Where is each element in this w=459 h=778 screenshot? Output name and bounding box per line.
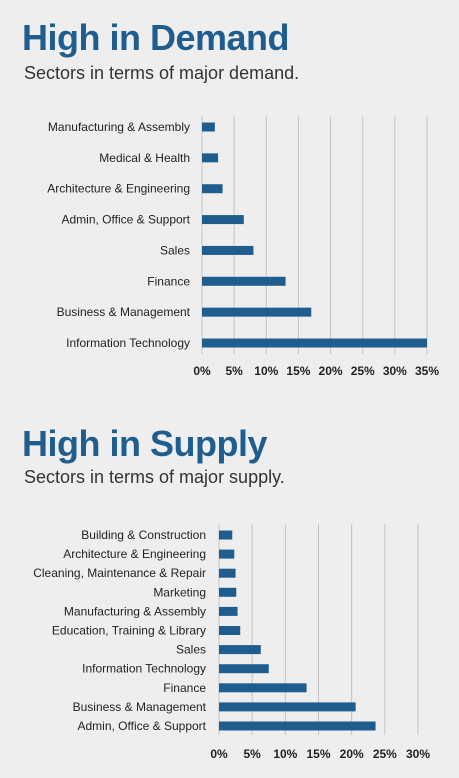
- x-tick-label: 20%: [340, 747, 364, 761]
- bar: [202, 276, 286, 286]
- category-label: Architecture & Engineering: [63, 547, 206, 561]
- category-label: Business & Management: [73, 700, 207, 714]
- bar: [202, 122, 215, 132]
- category-label: Admin, Office & Support: [77, 719, 206, 733]
- category-label: Manufacturing & Assembly: [48, 120, 190, 134]
- x-tick-label: 15%: [286, 364, 310, 378]
- bar: [202, 245, 254, 255]
- bar: [219, 645, 261, 655]
- x-tick-label: 25%: [351, 364, 375, 378]
- x-tick-label: 30%: [406, 747, 430, 761]
- demand-title: High in Demand: [22, 17, 290, 58]
- bar: [219, 664, 269, 674]
- category-label: Business & Management: [57, 305, 191, 319]
- bar: [219, 683, 307, 693]
- bar: [219, 626, 241, 635]
- category-label: Building & Construction: [81, 528, 206, 542]
- demand-subtitle: Sectors in terms of major demand.: [24, 63, 300, 83]
- category-label: Architecture & Engineering: [47, 182, 190, 196]
- x-tick-label: 5%: [225, 364, 243, 378]
- category-label: Manufacturing & Assembly: [64, 604, 206, 618]
- category-label: Sales: [176, 643, 206, 657]
- category-label: Admin, Office & Support: [61, 213, 190, 227]
- bar: [219, 530, 233, 540]
- bar: [219, 606, 238, 616]
- bar: [202, 338, 427, 348]
- supply-subtitle: Sectors in terms of major supply.: [24, 467, 285, 487]
- category-label: Marketing: [153, 585, 206, 599]
- bar: [219, 549, 235, 559]
- supply-chart: 0% 5% 10% 15% 20% 25% 30% Building & Constructi…: [33, 524, 430, 761]
- x-tick-label: 5%: [243, 747, 261, 761]
- x-tick-label: 10%: [273, 747, 297, 761]
- category-label: Finance: [163, 681, 206, 695]
- category-label: Sales: [160, 243, 190, 257]
- category-label: Information Technology: [82, 662, 206, 676]
- x-tick-label: 10%: [254, 364, 278, 378]
- bar: [219, 721, 376, 731]
- supply-section: 0% 5% 10% 15% 20% 25% 30% Building & Constructi…: [0, 418, 459, 778]
- bar: [202, 153, 219, 163]
- x-tick-label: 0%: [193, 364, 211, 378]
- x-tick-label: 30%: [383, 364, 407, 378]
- category-label: Information Technology: [66, 336, 190, 350]
- x-tick-label: 35%: [415, 364, 439, 378]
- bar: [219, 568, 236, 578]
- bar: [202, 184, 223, 194]
- bar: [202, 215, 244, 225]
- category-label: Medical & Health: [99, 151, 190, 165]
- x-tick-label: 20%: [319, 364, 343, 378]
- bar: [219, 587, 237, 597]
- category-label: Cleaning, Maintenance & Repair: [33, 566, 206, 580]
- supply-title: High in Supply: [22, 423, 267, 464]
- demand-section: 0% 5% 10% 15% 20% 25% 30% 35% Manufacturing & As…: [22, 17, 439, 379]
- x-tick-label: 15%: [306, 747, 330, 761]
- demand-chart: 0% 5% 10% 15% 20% 25% 30% 35% Manufacturing & As…: [47, 116, 439, 378]
- category-label: Education, Training & Library: [52, 624, 206, 638]
- bar: [219, 702, 356, 712]
- x-tick-label: 25%: [373, 747, 397, 761]
- category-label: Finance: [147, 274, 190, 288]
- x-tick-label: 0%: [210, 747, 228, 761]
- bar: [202, 307, 312, 317]
